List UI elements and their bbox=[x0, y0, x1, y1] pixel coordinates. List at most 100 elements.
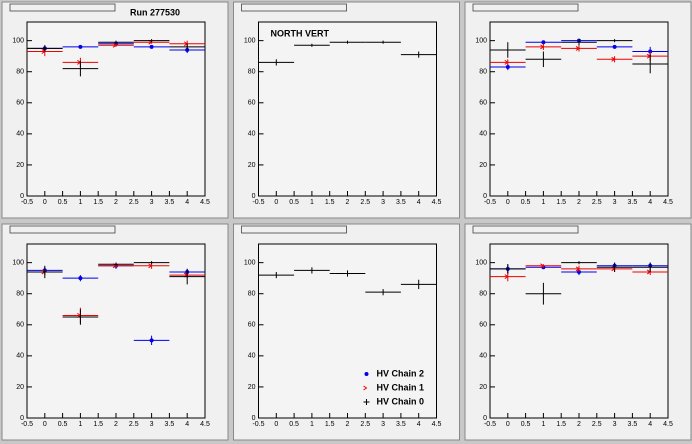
x-tick-label: 0 bbox=[506, 199, 510, 206]
y-tick-label: 20 bbox=[248, 384, 256, 391]
x-tick-label: 2.5 bbox=[360, 199, 370, 206]
marker bbox=[148, 263, 153, 269]
marker bbox=[112, 42, 117, 48]
x-tick-label: 0 bbox=[43, 421, 47, 428]
x-tick-label: 3.5 bbox=[165, 421, 175, 428]
x-tick-label: 3 bbox=[150, 199, 154, 206]
x-tick-label: 2 bbox=[577, 421, 581, 428]
x-tick-label: 3.5 bbox=[165, 199, 175, 206]
plot-frame bbox=[258, 21, 437, 197]
marker bbox=[504, 274, 509, 280]
x-tick-label: 1 bbox=[310, 199, 314, 206]
panel-title-box bbox=[9, 3, 116, 12]
x-tick-label: 2 bbox=[346, 199, 350, 206]
x-tick-label: 1.5 bbox=[325, 421, 335, 428]
y-tick-label: 80 bbox=[479, 291, 487, 298]
y-tick-label: 40 bbox=[479, 131, 487, 138]
y-tick-label: 60 bbox=[248, 322, 256, 329]
x-tick-label: 0.5 bbox=[58, 199, 68, 206]
y-tick-label: 0 bbox=[483, 415, 487, 422]
x-tick-label: 3.5 bbox=[396, 199, 406, 206]
marker bbox=[78, 44, 83, 49]
marker bbox=[505, 65, 510, 70]
y-tick-label: 80 bbox=[248, 69, 256, 76]
y-tick-label: 20 bbox=[479, 162, 487, 169]
y-tick-label: 40 bbox=[16, 353, 24, 360]
panel-title-box bbox=[9, 225, 116, 234]
x-tick-label: 1.5 bbox=[93, 421, 103, 428]
marker bbox=[78, 276, 83, 281]
legend-label: HV Chain 2 bbox=[377, 368, 425, 378]
x-tick-label: -0.5 bbox=[252, 421, 264, 428]
x-tick-label: 1.5 bbox=[325, 199, 335, 206]
x-tick-label: 0.5 bbox=[289, 199, 299, 206]
y-tick-label: 80 bbox=[16, 291, 24, 298]
y-tick-label: 100 bbox=[475, 259, 487, 266]
x-tick-label: 1.5 bbox=[93, 199, 103, 206]
x-tick-label: 1 bbox=[541, 421, 545, 428]
y-tick-label: 0 bbox=[252, 193, 256, 200]
y-tick-label: 80 bbox=[479, 69, 487, 76]
x-tick-label: -0.5 bbox=[21, 199, 33, 206]
x-tick-label: -0.5 bbox=[21, 421, 33, 428]
x-tick-label: 0.5 bbox=[521, 421, 531, 428]
legend-label: HV Chain 0 bbox=[377, 396, 425, 406]
plot-frame bbox=[26, 21, 206, 197]
marker bbox=[149, 44, 154, 49]
y-tick-label: 40 bbox=[248, 353, 256, 360]
x-tick-label: 4.5 bbox=[663, 199, 673, 206]
legend-symbol bbox=[364, 372, 369, 376]
x-tick-label: 3 bbox=[613, 199, 617, 206]
x-tick-label: 1.5 bbox=[556, 199, 566, 206]
marker bbox=[612, 44, 617, 49]
chart-title: Run 277530 bbox=[130, 7, 180, 17]
x-tick-label: 4.5 bbox=[663, 421, 673, 428]
y-tick-label: 80 bbox=[248, 291, 256, 298]
x-tick-label: 0 bbox=[274, 199, 278, 206]
x-tick-label: 3 bbox=[381, 199, 385, 206]
y-tick-label: 0 bbox=[20, 415, 24, 422]
x-tick-label: 3.5 bbox=[396, 421, 406, 428]
y-tick-label: 60 bbox=[479, 322, 487, 329]
annotation: NORTH VERT bbox=[271, 28, 330, 38]
x-tick-label: 1 bbox=[541, 199, 545, 206]
y-tick-label: 60 bbox=[479, 100, 487, 107]
marker bbox=[575, 45, 580, 51]
y-tick-label: 20 bbox=[16, 162, 24, 169]
x-tick-label: 0 bbox=[43, 199, 47, 206]
legend-label: HV Chain 1 bbox=[377, 382, 425, 392]
x-tick-label: 1 bbox=[78, 199, 82, 206]
x-tick-label: 1 bbox=[78, 421, 82, 428]
x-tick-label: 0.5 bbox=[58, 421, 68, 428]
x-tick-label: 2.5 bbox=[129, 199, 139, 206]
marker bbox=[504, 59, 509, 65]
y-tick-label: 20 bbox=[248, 162, 256, 169]
y-tick-label: 100 bbox=[12, 259, 24, 266]
x-tick-label: -0.5 bbox=[484, 199, 496, 206]
y-tick-label: 60 bbox=[248, 100, 256, 107]
y-tick-label: 60 bbox=[16, 322, 24, 329]
x-tick-label: 2 bbox=[114, 421, 118, 428]
x-tick-label: 3 bbox=[150, 421, 154, 428]
panel-title-box bbox=[241, 3, 347, 12]
x-tick-label: 4 bbox=[417, 199, 421, 206]
marker bbox=[541, 40, 546, 45]
panel-title-box bbox=[241, 225, 347, 234]
x-tick-label: 3.5 bbox=[628, 421, 638, 428]
x-tick-label: 2.5 bbox=[592, 199, 602, 206]
y-tick-label: 40 bbox=[16, 131, 24, 138]
y-tick-label: 40 bbox=[479, 353, 487, 360]
x-tick-label: -0.5 bbox=[252, 199, 264, 206]
x-tick-label: 1.5 bbox=[556, 421, 566, 428]
y-tick-label: 100 bbox=[12, 37, 24, 44]
x-tick-label: 4.5 bbox=[200, 421, 210, 428]
legend-symbol bbox=[363, 385, 368, 391]
x-tick-label: 0.5 bbox=[521, 199, 531, 206]
marker bbox=[149, 338, 154, 343]
x-tick-label: 2 bbox=[346, 421, 350, 428]
marker bbox=[611, 56, 616, 62]
marker bbox=[575, 266, 580, 272]
y-tick-label: 20 bbox=[479, 384, 487, 391]
y-tick-label: 0 bbox=[483, 193, 487, 200]
